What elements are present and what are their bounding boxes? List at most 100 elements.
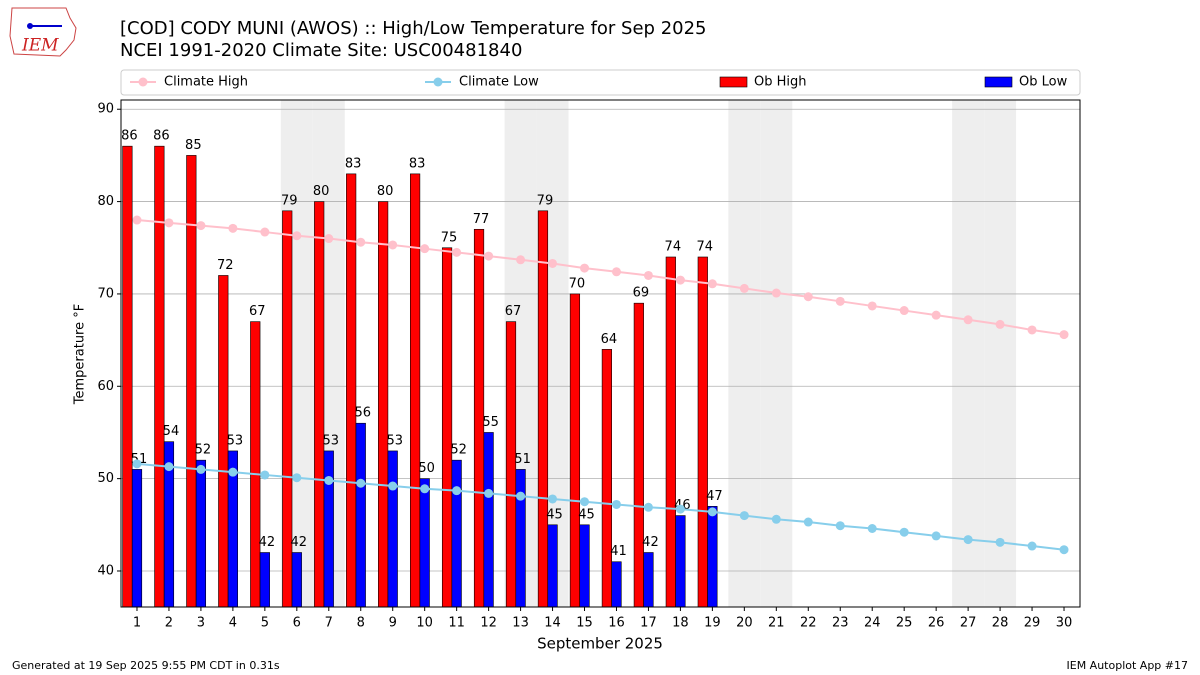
data-label: 83 (345, 156, 362, 171)
bar (515, 469, 526, 608)
point (228, 223, 238, 233)
bar (259, 552, 270, 608)
point (835, 521, 845, 531)
x-tick-label: 4 (229, 616, 237, 631)
point (739, 511, 749, 521)
x-tick-label: 20 (736, 616, 753, 631)
bar (579, 524, 590, 608)
data-label: 67 (249, 304, 266, 319)
weekend-shade (984, 100, 1017, 607)
legend-label: Ob High (754, 75, 807, 90)
point (899, 306, 909, 316)
x-tick-label: 18 (672, 616, 689, 631)
data-label: 83 (409, 156, 426, 171)
y-tick-label: 60 (97, 379, 114, 394)
legend-swatch (719, 76, 748, 88)
point (580, 263, 590, 273)
bar (355, 422, 366, 608)
legend-box (120, 69, 1081, 96)
data-label: 80 (377, 184, 394, 199)
legend-label: Ob Low (1019, 75, 1068, 90)
x-axis-label: September 2025 (537, 635, 663, 653)
data-label: 41 (610, 544, 627, 559)
point (292, 231, 302, 241)
weekend-shade (952, 100, 985, 607)
weekend-shade (728, 100, 761, 607)
y-tick-label: 70 (97, 286, 114, 301)
x-tick-label: 14 (544, 616, 561, 631)
y-tick-label: 50 (97, 471, 114, 486)
data-label: 54 (163, 424, 180, 439)
data-label: 85 (185, 138, 202, 153)
point (771, 514, 781, 524)
point (196, 464, 206, 474)
point (420, 244, 430, 254)
data-label: 69 (633, 286, 650, 301)
x-tick-label: 2 (165, 616, 173, 631)
x-tick-label: 13 (512, 616, 529, 631)
x-tick-label: 15 (576, 616, 593, 631)
bar (441, 247, 453, 608)
x-tick-label: 28 (992, 616, 1009, 631)
point (388, 481, 398, 491)
footer-left: Generated at 19 Sep 2025 9:55 PM CDT in … (12, 659, 280, 672)
point (867, 524, 877, 534)
bar (314, 201, 325, 608)
bar (569, 293, 581, 608)
bar (665, 256, 676, 608)
legend-swatch (138, 77, 148, 87)
legend-label: Climate Low (459, 75, 539, 90)
point (260, 470, 270, 480)
point (516, 255, 526, 265)
plot-frame (120, 99, 1081, 608)
bar (154, 145, 165, 608)
data-label: 53 (323, 433, 340, 448)
point (324, 475, 334, 485)
x-tick-label: 26 (928, 616, 945, 631)
point (484, 251, 494, 261)
logo: IEM (9, 7, 77, 57)
data-label: 42 (291, 535, 308, 550)
bar (601, 349, 612, 608)
y-axis-label: Temperature °F (73, 304, 88, 405)
point (1027, 325, 1037, 335)
point (643, 502, 653, 512)
data-label: 79 (537, 193, 554, 208)
point (995, 537, 1005, 547)
x-tick-label: 9 (389, 616, 397, 631)
data-label: 86 (121, 129, 138, 144)
x-tick-label: 30 (1056, 616, 1073, 631)
line (136, 219, 1065, 336)
point (963, 315, 973, 325)
point (548, 258, 558, 268)
x-tick-label: 29 (1024, 616, 1041, 631)
data-label: 75 (441, 230, 458, 245)
x-tick-label: 17 (640, 616, 657, 631)
point (835, 296, 845, 306)
chart-title: [COD] CODY MUNI (AWOS) :: High/Low Tempe… (120, 18, 707, 39)
bar (537, 210, 549, 608)
point (356, 237, 366, 247)
x-tick-label: 1 (133, 616, 141, 631)
bar (195, 459, 207, 608)
bar (409, 173, 421, 608)
weekend-shade (760, 100, 793, 607)
y-tick-label: 80 (97, 194, 114, 209)
bar (186, 155, 197, 608)
point (580, 497, 590, 507)
data-label: 45 (578, 507, 595, 522)
bar (675, 515, 686, 608)
point (643, 270, 653, 280)
data-label: 74 (697, 239, 714, 254)
bar (122, 145, 133, 608)
data-label: 47 (706, 489, 723, 504)
x-tick-label: 7 (325, 616, 333, 631)
point (803, 517, 813, 527)
point (196, 221, 206, 231)
data-label: 64 (601, 332, 618, 347)
point (1027, 541, 1037, 551)
x-tick-label: 11 (448, 616, 465, 631)
data-label: 52 (450, 443, 467, 458)
line (136, 462, 1065, 551)
x-tick-label: 19 (704, 616, 721, 631)
